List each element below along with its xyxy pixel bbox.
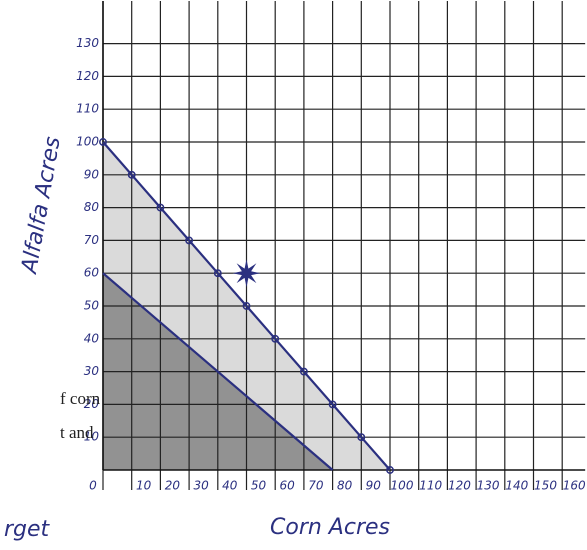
y-tick-label: 40 bbox=[84, 331, 100, 345]
y-tick-label: 120 bbox=[76, 69, 99, 83]
y-tick-label: 50 bbox=[84, 299, 100, 313]
x-tick-label: 10 bbox=[136, 479, 152, 493]
x-tick-label: 110 bbox=[419, 479, 442, 493]
x-tick-label: 130 bbox=[477, 479, 500, 493]
x-tick-label: 100 bbox=[391, 479, 414, 493]
x-axis-title: Corn Acres bbox=[270, 515, 390, 540]
y-tick-label: 30 bbox=[84, 364, 100, 378]
x-tick-label: 30 bbox=[193, 479, 209, 493]
x-tick-label: 0 bbox=[89, 479, 97, 493]
x-tick-label: 160 bbox=[563, 479, 586, 493]
x-tick-label: 60 bbox=[280, 479, 296, 493]
x-tick-label: 20 bbox=[165, 479, 181, 493]
x-tick-label: 90 bbox=[366, 479, 382, 493]
x-tick-label: 40 bbox=[222, 479, 238, 493]
text-fragment: t and bbox=[60, 423, 94, 442]
optimum-star bbox=[233, 259, 261, 287]
y-axis-title: Alfalfa Acres bbox=[17, 135, 66, 277]
x-tick-label: 70 bbox=[308, 479, 324, 493]
x-tick-label: 150 bbox=[534, 479, 557, 493]
y-tick-label: 130 bbox=[76, 36, 99, 50]
y-tick-label: 80 bbox=[84, 200, 100, 214]
x-tick-label: 80 bbox=[337, 479, 353, 493]
y-tick-label: 90 bbox=[84, 167, 100, 181]
text-fragment: f corn bbox=[60, 389, 101, 408]
chart: Corn Acres Alfalfa Acres 0 10 20 30 40 50 60 70… bbox=[0, 0, 587, 550]
x-tick-label: 50 bbox=[251, 479, 267, 493]
y-tick-label: 60 bbox=[84, 266, 100, 280]
y-tick-label: 110 bbox=[76, 102, 99, 116]
x-tick-label: 140 bbox=[505, 479, 528, 493]
y-tick-label: 70 bbox=[84, 233, 100, 247]
y-tick-label: 100 bbox=[76, 135, 99, 149]
text-fragment: rget bbox=[4, 517, 51, 542]
x-tick-label: 120 bbox=[448, 479, 471, 493]
